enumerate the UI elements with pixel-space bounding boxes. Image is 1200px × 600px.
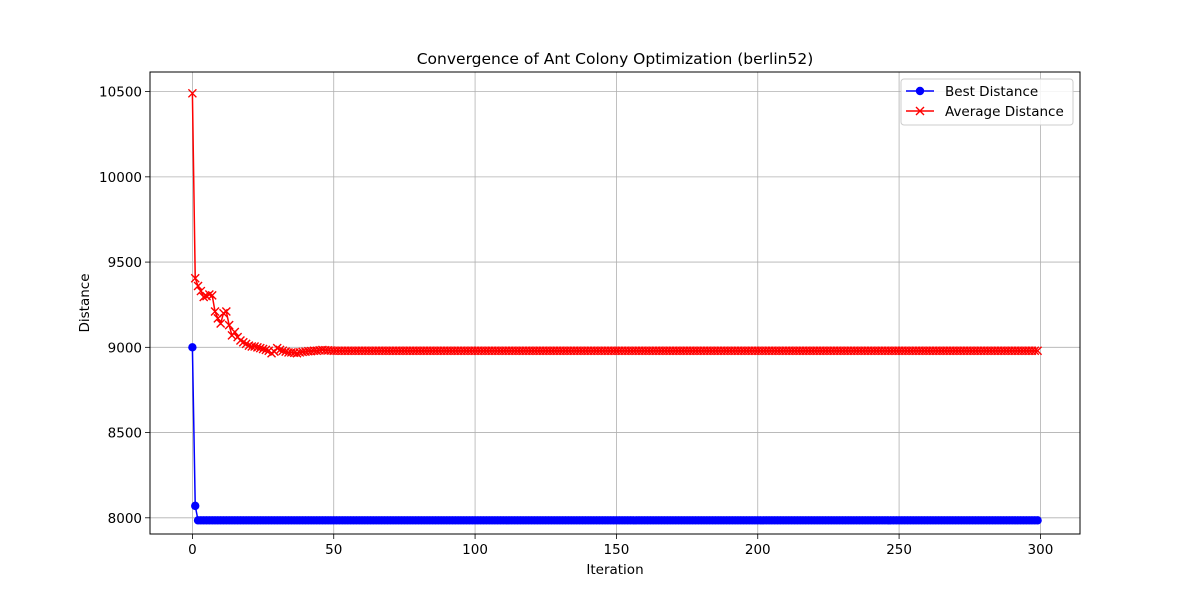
y-tick-label: 10000 [99,170,142,186]
y-axis-label: Distance [77,273,93,332]
legend-label: Best Distance [945,84,1038,100]
x-axis-label: Iteration [586,562,643,578]
data-point [255,343,265,353]
series-average-distance [187,88,1043,358]
legend-box [900,78,1074,126]
y-tick-label: 8500 [108,426,142,442]
x-tick-label: 250 [886,542,912,558]
series-best-distance [188,343,1042,525]
data-point [261,345,271,355]
x-tick-label: 0 [188,542,197,558]
data-point [188,343,197,352]
y-tick-label: 10500 [99,85,142,101]
series-layer [187,88,1043,525]
data-point [199,292,209,302]
data-point [210,307,220,317]
y-tick-label: 8000 [108,511,142,527]
data-point [224,320,234,330]
y-tick-label: 9500 [108,255,142,271]
data-point [190,273,200,283]
data-point [230,327,240,337]
data-point [250,341,260,351]
plot-background [150,72,1080,534]
data-point [1033,346,1043,356]
x-tick-label: 50 [325,542,342,558]
data-point [191,501,200,511]
legend-label: Average Distance [945,104,1064,120]
legend-marker [915,106,925,116]
data-point [252,342,262,352]
legend-entry: Best Distance [906,84,1038,100]
plot-frame [149,71,1081,535]
legend-entry: Average Distance [906,104,1064,120]
y-tick-label: 9000 [108,340,142,356]
x-tick-label: 200 [745,542,771,558]
x-axis-ticks: 0 50 100 150 200 250 300 [188,534,1053,558]
data-point [1033,516,1042,525]
data-point [216,318,226,328]
y-axis-ticks: 8000 8500 9000 9500 10000 10500 [99,85,150,527]
data-point [278,346,288,356]
data-point [258,344,268,354]
data-point [1030,346,1040,356]
x-tick-label: 100 [462,542,488,558]
x-tick-label: 150 [604,542,630,558]
chart-title: Convergence of Ant Colony Optimization (… [417,50,814,68]
data-point [207,290,217,300]
legend-marker [915,86,925,96]
data-point [204,289,214,299]
data-point [292,348,302,358]
data-point [193,281,203,291]
legend: Best Distance Average Distance [900,78,1074,126]
data-point [275,345,285,355]
data-point [187,88,197,98]
data-point [221,307,231,317]
x-tick-label: 300 [1028,542,1054,558]
